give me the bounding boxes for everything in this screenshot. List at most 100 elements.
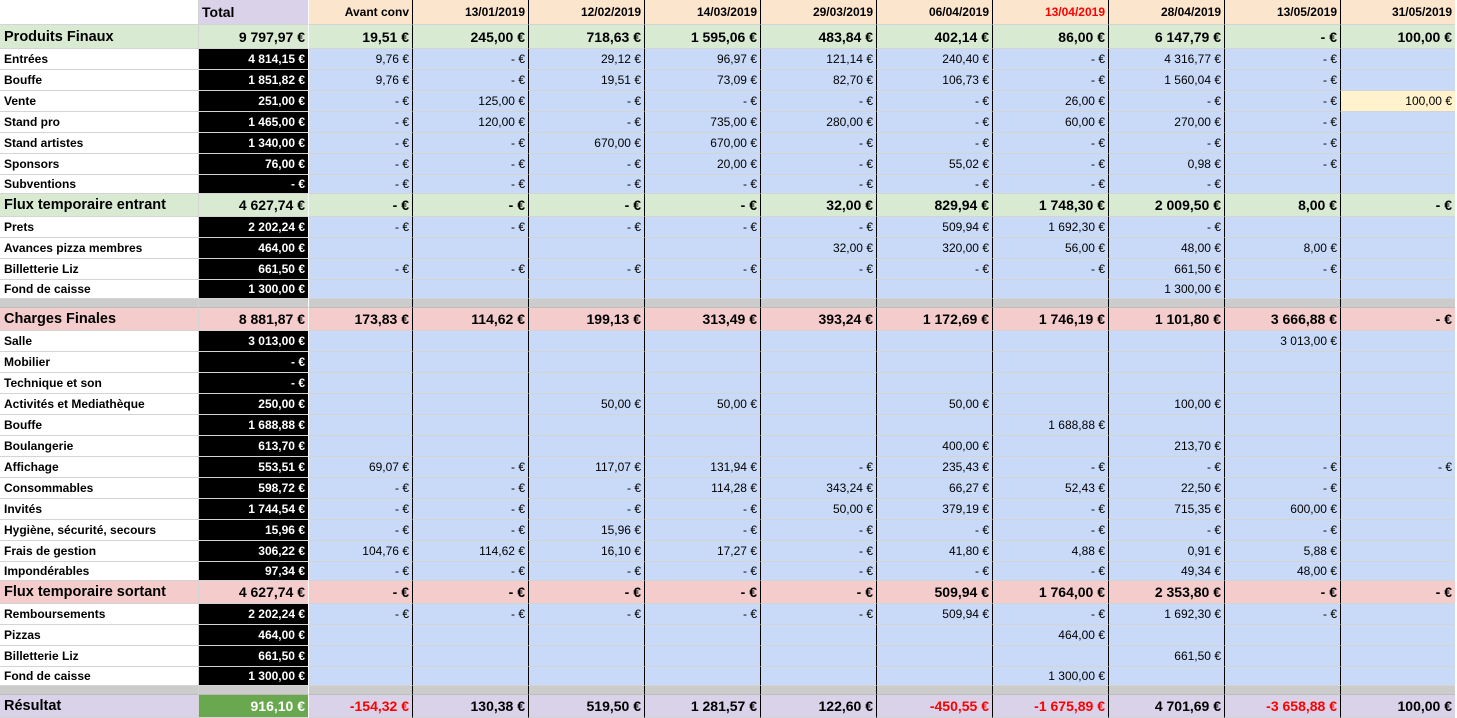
value-cell[interactable] bbox=[1341, 280, 1455, 299]
value-cell[interactable]: - € bbox=[1225, 112, 1341, 133]
value-cell[interactable] bbox=[309, 352, 413, 373]
value-cell[interactable] bbox=[1225, 299, 1341, 308]
value-cell[interactable] bbox=[1341, 133, 1455, 154]
row-total-cell[interactable]: - € bbox=[199, 373, 309, 394]
value-cell[interactable]: -450,55 € bbox=[877, 695, 993, 718]
value-cell[interactable]: 106,73 € bbox=[877, 70, 993, 91]
value-cell[interactable]: 100,00 € bbox=[1109, 394, 1225, 415]
row-total-cell[interactable]: 3 013,00 € bbox=[199, 331, 309, 352]
row-label-cell[interactable]: Bouffe bbox=[0, 70, 199, 91]
row-total-cell[interactable]: 598,72 € bbox=[199, 478, 309, 499]
value-cell[interactable]: - € bbox=[529, 562, 645, 581]
row-total-cell[interactable]: 661,50 € bbox=[199, 646, 309, 667]
value-cell[interactable]: - € bbox=[309, 478, 413, 499]
value-cell[interactable]: 100,00 € bbox=[1341, 695, 1455, 718]
value-cell[interactable] bbox=[993, 436, 1109, 457]
value-cell[interactable] bbox=[529, 352, 645, 373]
value-cell[interactable] bbox=[1225, 175, 1341, 194]
value-cell[interactable]: - € bbox=[309, 154, 413, 175]
row-total-cell[interactable]: 661,50 € bbox=[199, 259, 309, 280]
row-total-cell[interactable]: 464,00 € bbox=[199, 625, 309, 646]
value-cell[interactable]: -3 658,88 € bbox=[1225, 695, 1341, 718]
value-cell[interactable] bbox=[877, 352, 993, 373]
row-total-cell[interactable]: 9 797,97 € bbox=[199, 25, 309, 49]
row-label-cell[interactable]: Fond de caisse bbox=[0, 667, 199, 686]
value-cell[interactable] bbox=[877, 625, 993, 646]
value-cell[interactable]: - € bbox=[877, 175, 993, 194]
value-cell[interactable]: - € bbox=[1225, 259, 1341, 280]
value-cell[interactable]: 735,00 € bbox=[645, 112, 761, 133]
value-cell[interactable]: 715,35 € bbox=[1109, 499, 1225, 520]
value-cell[interactable] bbox=[1341, 686, 1455, 695]
value-cell[interactable] bbox=[1341, 646, 1455, 667]
value-cell[interactable]: 8,00 € bbox=[1225, 238, 1341, 259]
value-cell[interactable]: 48,00 € bbox=[1225, 562, 1341, 581]
value-cell[interactable] bbox=[1341, 352, 1455, 373]
value-cell[interactable]: 379,19 € bbox=[877, 499, 993, 520]
value-cell[interactable]: 3 666,88 € bbox=[1225, 308, 1341, 331]
value-cell[interactable]: - € bbox=[529, 154, 645, 175]
value-cell[interactable] bbox=[993, 686, 1109, 695]
value-cell[interactable]: 402,14 € bbox=[877, 25, 993, 49]
value-cell[interactable]: - € bbox=[877, 112, 993, 133]
value-cell[interactable]: 69,07 € bbox=[309, 457, 413, 478]
value-cell[interactable]: - € bbox=[1225, 49, 1341, 70]
row-total-cell[interactable]: 1 688,88 € bbox=[199, 415, 309, 436]
value-cell[interactable]: 100,00 € bbox=[1341, 91, 1455, 112]
value-cell[interactable]: 483,84 € bbox=[761, 25, 877, 49]
value-cell[interactable]: 66,27 € bbox=[877, 478, 993, 499]
value-cell[interactable]: 1 764,00 € bbox=[993, 581, 1109, 604]
value-cell[interactable]: - € bbox=[1225, 25, 1341, 49]
value-cell[interactable] bbox=[1341, 299, 1455, 308]
value-cell[interactable] bbox=[877, 646, 993, 667]
value-cell[interactable]: 86,00 € bbox=[993, 25, 1109, 49]
value-cell[interactable]: - € bbox=[761, 91, 877, 112]
value-cell[interactable] bbox=[413, 686, 529, 695]
value-cell[interactable]: 120,00 € bbox=[413, 112, 529, 133]
value-cell[interactable]: 718,63 € bbox=[529, 25, 645, 49]
value-cell[interactable]: - € bbox=[993, 70, 1109, 91]
value-cell[interactable]: - € bbox=[413, 133, 529, 154]
value-cell[interactable]: 19,51 € bbox=[529, 70, 645, 91]
header-date-cell[interactable]: 29/03/2019 bbox=[761, 0, 877, 25]
row-label-cell[interactable]: Bouffe bbox=[0, 415, 199, 436]
value-cell[interactable] bbox=[1225, 686, 1341, 695]
row-total-cell[interactable]: 4 627,74 € bbox=[199, 581, 309, 604]
value-cell[interactable] bbox=[1341, 238, 1455, 259]
row-total-cell[interactable]: 1 465,00 € bbox=[199, 112, 309, 133]
value-cell[interactable] bbox=[1341, 373, 1455, 394]
value-cell[interactable]: - € bbox=[761, 581, 877, 604]
row-label-cell[interactable]: Sponsors bbox=[0, 154, 199, 175]
value-cell[interactable]: - € bbox=[413, 175, 529, 194]
row-label-cell[interactable]: Fond de caisse bbox=[0, 280, 199, 299]
value-cell[interactable]: 0,98 € bbox=[1109, 154, 1225, 175]
value-cell[interactable] bbox=[1341, 175, 1455, 194]
value-cell[interactable]: - € bbox=[645, 259, 761, 280]
header-date-cell[interactable]: 31/05/2019 bbox=[1341, 0, 1455, 25]
value-cell[interactable]: - € bbox=[529, 175, 645, 194]
value-cell[interactable]: 52,43 € bbox=[993, 478, 1109, 499]
value-cell[interactable] bbox=[529, 625, 645, 646]
header-date-cell[interactable]: 06/04/2019 bbox=[877, 0, 993, 25]
value-cell[interactable] bbox=[529, 667, 645, 686]
value-cell[interactable]: - € bbox=[1109, 217, 1225, 238]
value-cell[interactable]: 4 701,69 € bbox=[1109, 695, 1225, 718]
value-cell[interactable] bbox=[645, 352, 761, 373]
value-cell[interactable]: 56,00 € bbox=[993, 238, 1109, 259]
value-cell[interactable] bbox=[645, 436, 761, 457]
value-cell[interactable]: - € bbox=[529, 91, 645, 112]
row-total-cell[interactable]: 15,96 € bbox=[199, 520, 309, 541]
row-label-cell[interactable]: Stand artistes bbox=[0, 133, 199, 154]
header-date-cell[interactable]: 13/01/2019 bbox=[413, 0, 529, 25]
header-date-cell[interactable]: 13/05/2019 bbox=[1225, 0, 1341, 25]
row-label-cell[interactable]: Subventions bbox=[0, 175, 199, 194]
row-total-cell[interactable] bbox=[199, 686, 309, 695]
value-cell[interactable]: - € bbox=[761, 541, 877, 562]
value-cell[interactable]: 114,28 € bbox=[645, 478, 761, 499]
value-cell[interactable]: 1 281,57 € bbox=[645, 695, 761, 718]
value-cell[interactable]: 17,27 € bbox=[645, 541, 761, 562]
value-cell[interactable] bbox=[1341, 625, 1455, 646]
value-cell[interactable] bbox=[761, 436, 877, 457]
row-total-cell[interactable]: 4 627,74 € bbox=[199, 194, 309, 217]
row-label-cell[interactable]: Billetterie Liz bbox=[0, 646, 199, 667]
